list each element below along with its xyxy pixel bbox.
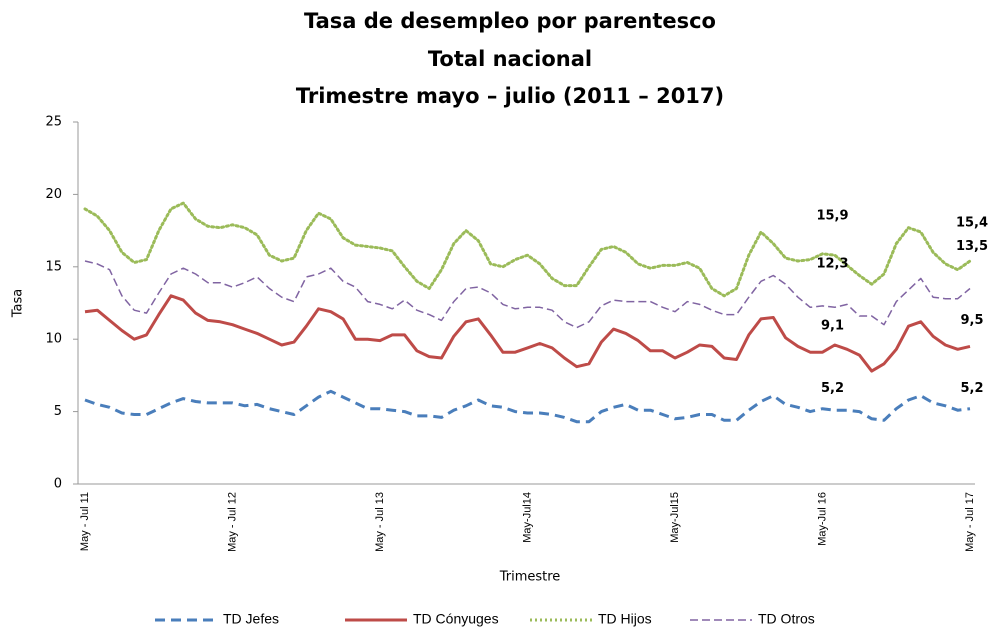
data-label: 5,2 xyxy=(821,381,844,396)
x-tick-label: May - Jul 13 xyxy=(374,492,386,552)
y-tick-label: 15 xyxy=(45,259,62,274)
x-tick-label: May-Jul14 xyxy=(521,492,533,543)
series-line xyxy=(83,201,972,298)
legend-label: TD Jefes xyxy=(223,611,279,627)
data-label: 5,2 xyxy=(960,381,983,396)
chart-title: Total nacional xyxy=(428,47,592,71)
x-tick-label: May - Jul 11 xyxy=(79,492,91,551)
series-line xyxy=(84,389,971,424)
y-tick-label: 0 xyxy=(54,477,62,492)
x-tick-label: May-Jul 16 xyxy=(816,492,828,546)
series-line xyxy=(84,260,971,329)
legend-label: TD Cónyuges xyxy=(413,611,499,627)
y-tick-label: 10 xyxy=(45,332,62,347)
y-tick-label: 25 xyxy=(45,115,62,130)
chart-title: Trimestre mayo – julio (2011 – 2017) xyxy=(296,84,724,108)
x-tick-label: May-Jul15 xyxy=(669,492,681,543)
data-label: 9,1 xyxy=(821,319,844,334)
y-tick-label: 5 xyxy=(54,404,62,419)
data-label: 9,5 xyxy=(960,313,983,328)
y-axis-label: Tasa xyxy=(11,289,26,319)
series-line xyxy=(84,294,971,373)
y-tick-label: 20 xyxy=(45,187,62,202)
x-tick-label: May - Jul 12 xyxy=(226,492,238,552)
x-axis-label: Trimestre xyxy=(499,570,561,585)
legend-label: TD Hijos xyxy=(598,611,652,627)
chart-title: Tasa de desempleo por parentesco xyxy=(304,9,716,33)
data-label: 13,5 xyxy=(956,239,988,254)
data-label: 15,9 xyxy=(816,208,848,223)
data-label: 12,3 xyxy=(816,256,848,271)
x-tick-label: May - Jul 17 xyxy=(964,492,976,552)
data-label: 15,4 xyxy=(956,216,988,231)
legend-label: TD Otros xyxy=(758,611,815,627)
